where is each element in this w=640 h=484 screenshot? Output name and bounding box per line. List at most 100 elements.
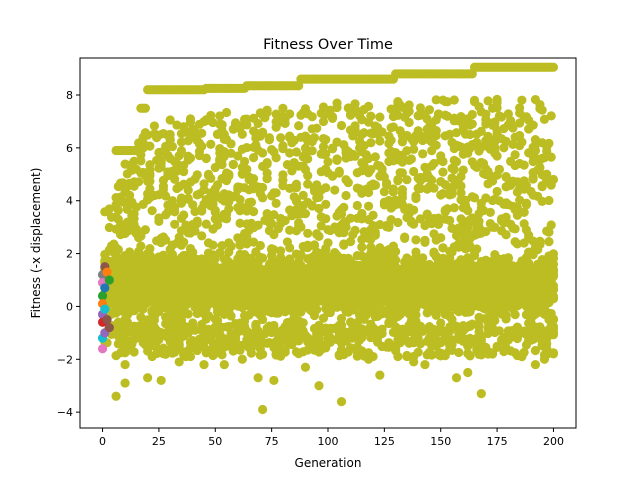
data-point [343,177,353,188]
data-point [276,133,286,143]
data-point [296,222,306,232]
data-point [192,308,202,319]
data-point [370,227,380,237]
data-point [237,129,247,139]
data-point [276,246,286,256]
data-point [510,224,520,234]
data-point [393,217,403,228]
data-point [258,193,268,203]
data-point [158,181,169,191]
data-point [271,153,281,163]
data-point [190,226,200,236]
data-point [185,351,196,362]
data-point [424,105,435,115]
data-point [519,160,529,170]
data-point [431,140,441,150]
data-point [152,348,162,359]
data-point [436,233,446,243]
data-point [197,128,207,138]
data-point [154,334,164,345]
data-point [176,146,187,156]
data-point [321,183,331,193]
data-point [140,225,150,235]
data-point [327,112,338,122]
data-point [258,253,268,263]
data-point [467,119,477,129]
data-point [400,233,410,243]
data-point [517,95,527,105]
data-point [427,175,437,185]
data-point [161,191,171,201]
data-point [262,159,272,169]
data-point [350,225,360,235]
data-point [300,208,311,219]
data-point [291,179,302,189]
chart-title: Fitness Over Time [263,37,393,53]
data-point [192,170,202,180]
data-point [436,318,446,328]
data-point [366,111,376,121]
data-point [140,103,150,113]
data-point [197,141,207,151]
data-point [404,117,414,128]
data-point [397,193,407,203]
data-point [303,228,313,238]
data-point [258,182,268,193]
data-point [206,139,216,149]
data-point [303,154,313,164]
data-point [122,317,132,327]
data-point [156,156,166,166]
data-point [113,245,123,255]
data-point [391,255,401,265]
data-point [485,207,495,217]
data-point [375,136,385,146]
data-point [134,177,144,187]
data-point [388,187,398,197]
data-point [449,165,459,175]
data-point [375,112,385,122]
data-point [357,242,367,252]
data-point [224,169,234,179]
data-point [271,198,281,209]
data-point [330,185,340,195]
data-point [298,318,308,328]
data-point [285,109,295,119]
data-point [264,135,274,145]
data-point [307,112,317,122]
data-point [280,347,290,357]
data-point [386,135,396,145]
data-point [258,314,268,325]
data-point [418,253,428,263]
data-point [449,95,459,105]
data-point [145,244,155,254]
data-point [183,309,193,319]
data-point [224,204,234,214]
data-point [492,98,502,108]
data-point [129,214,139,224]
data-point [145,176,155,186]
data-point [192,218,202,229]
data-point [472,244,482,254]
data-point [510,310,520,320]
data-point [492,186,502,197]
data-points [97,62,559,415]
data-point [409,205,419,215]
data-point [420,237,430,247]
data-point [188,247,198,257]
data-point [406,154,417,164]
data-point [501,230,511,240]
data-point [176,315,187,325]
data-point [188,318,198,328]
data-point [129,347,139,357]
data-point [370,152,380,162]
data-point [370,180,380,190]
data-point [145,184,155,194]
data-point [391,246,401,257]
data-point [438,167,448,177]
data-point [197,231,207,241]
data-point [206,173,216,183]
data-point [467,109,477,120]
data-point [397,185,407,195]
